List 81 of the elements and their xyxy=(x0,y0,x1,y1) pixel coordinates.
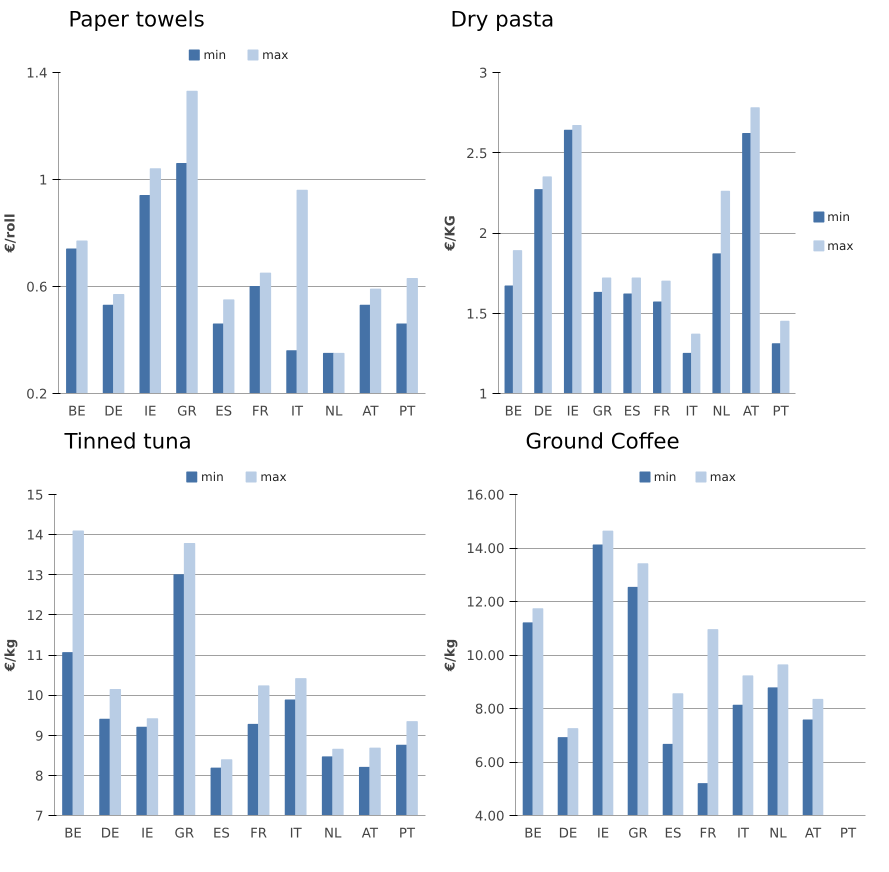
y-tick-label: 8.00 xyxy=(474,702,505,718)
x-tick-label: DE xyxy=(534,404,552,420)
x-tick-label: IT xyxy=(291,404,304,420)
x-tick-label: GR xyxy=(628,826,648,842)
y-axis-title: €/kg xyxy=(443,638,458,672)
chart-title: Tinned tuna xyxy=(64,430,192,454)
y-tick-label: 11 xyxy=(26,649,44,664)
x-tick-label: ES xyxy=(624,404,641,420)
y-tick-label: 2.5 xyxy=(466,146,488,162)
x-tick-label: IE xyxy=(596,826,610,842)
y-tick-label: 1.5 xyxy=(466,307,488,322)
y-axis-title: €/kg xyxy=(4,638,19,672)
x-tick-label: FR xyxy=(653,404,670,420)
chart-title: Ground Coffee xyxy=(526,430,680,454)
x-tick-label: ES xyxy=(215,404,232,420)
x-tick-label: FR xyxy=(250,826,268,842)
x-tick-label: AT xyxy=(362,826,379,842)
x-tick-label: NL xyxy=(324,826,342,842)
x-tick-label: NL xyxy=(325,404,344,420)
x-tick-label: IT xyxy=(686,404,698,420)
legend-label: max xyxy=(260,470,287,484)
y-tick-label: 1 xyxy=(479,388,488,402)
x-tick-label: AT xyxy=(804,826,822,842)
x-tick-label: IT xyxy=(736,826,750,842)
y-tick-label: 16.00 xyxy=(466,488,504,504)
y-tick-label: 3 xyxy=(479,66,488,82)
chart-title: Dry pasta xyxy=(450,8,554,32)
y-tick-label: 12 xyxy=(26,608,44,624)
y-tick-label: 1 xyxy=(39,174,48,188)
y-axis-title: €/KG xyxy=(443,215,458,252)
x-tick-label: IT xyxy=(290,826,303,842)
y-tick-label: 0.6 xyxy=(26,280,48,296)
y-tick-label: 6.00 xyxy=(474,756,505,771)
legend-label: max xyxy=(827,238,854,253)
x-tick-label: IE xyxy=(144,404,156,420)
x-tick-label: ES xyxy=(664,826,682,842)
y-tick-label: 15 xyxy=(26,488,44,504)
legend-label: min xyxy=(654,470,676,484)
x-tick-label: GR xyxy=(177,404,197,420)
y-tick-label: 0.2 xyxy=(26,388,48,402)
x-tick-label: BE xyxy=(504,404,522,420)
x-tick-label: FR xyxy=(700,826,716,842)
y-tick-label: 9 xyxy=(35,729,44,744)
x-tick-label: PT xyxy=(840,826,857,842)
legend-label: min xyxy=(201,470,224,484)
y-tick-label: 4.00 xyxy=(474,810,505,824)
legend-label: min xyxy=(827,210,850,224)
x-tick-label: DE xyxy=(104,404,123,420)
x-tick-label: AT xyxy=(362,404,380,420)
y-tick-label: 1.4 xyxy=(26,66,48,82)
x-tick-label: AT xyxy=(742,404,760,420)
x-tick-label: ES xyxy=(213,826,230,842)
x-tick-label: BE xyxy=(524,826,542,842)
y-tick-label: 13 xyxy=(26,568,44,584)
y-tick-label: 10.00 xyxy=(466,649,504,664)
x-tick-label: PT xyxy=(772,404,790,420)
x-tick-label: DE xyxy=(558,826,578,842)
y-axis-title: €/roll xyxy=(3,213,18,254)
x-tick-label: GR xyxy=(174,826,194,842)
x-tick-label: NL xyxy=(712,404,731,420)
x-tick-label: PT xyxy=(399,404,416,420)
x-tick-label: BE xyxy=(68,404,86,420)
x-tick-label: FR xyxy=(252,404,269,420)
legend-label: min xyxy=(203,48,226,62)
x-tick-label: NL xyxy=(769,826,788,842)
x-tick-label: IE xyxy=(566,404,579,420)
y-tick-label: 14 xyxy=(26,528,44,544)
x-tick-label: GR xyxy=(592,404,612,420)
y-tick-label: 12.00 xyxy=(466,596,504,610)
y-tick-label: 2 xyxy=(479,227,488,242)
chart-title: Paper towels xyxy=(68,8,205,32)
x-tick-label: DE xyxy=(100,826,120,842)
x-tick-label: PT xyxy=(398,826,416,842)
y-tick-label: 7 xyxy=(35,810,44,824)
y-tick-label: 10 xyxy=(26,689,44,704)
y-tick-label: 8 xyxy=(35,769,44,784)
x-tick-label: BE xyxy=(64,826,82,842)
x-tick-label: IE xyxy=(141,826,154,842)
y-tick-label: 14.00 xyxy=(466,542,504,557)
legend-label: max xyxy=(710,470,736,484)
legend-label: max xyxy=(262,48,288,62)
